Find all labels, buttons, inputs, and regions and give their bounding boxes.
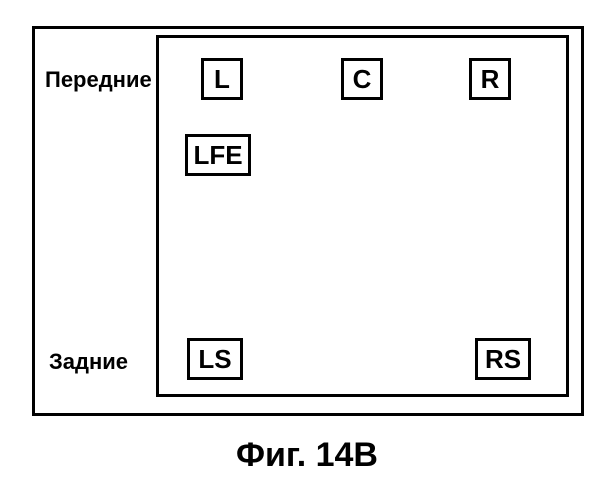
speaker-area: L C R LFE LS RS <box>156 35 569 397</box>
speaker-box-L: L <box>201 58 243 100</box>
speaker-box-RS: RS <box>475 338 531 380</box>
speaker-box-LS: LS <box>187 338 243 380</box>
speaker-box-LFE: LFE <box>185 134 251 176</box>
front-label: Передние <box>45 67 152 93</box>
speaker-box-R: R <box>469 58 511 100</box>
rear-label: Задние <box>49 349 128 375</box>
outer-frame: Передние Задние L C R LFE LS RS <box>32 26 584 416</box>
speaker-box-C: C <box>341 58 383 100</box>
figure-caption: Фиг. 14В <box>0 436 614 475</box>
